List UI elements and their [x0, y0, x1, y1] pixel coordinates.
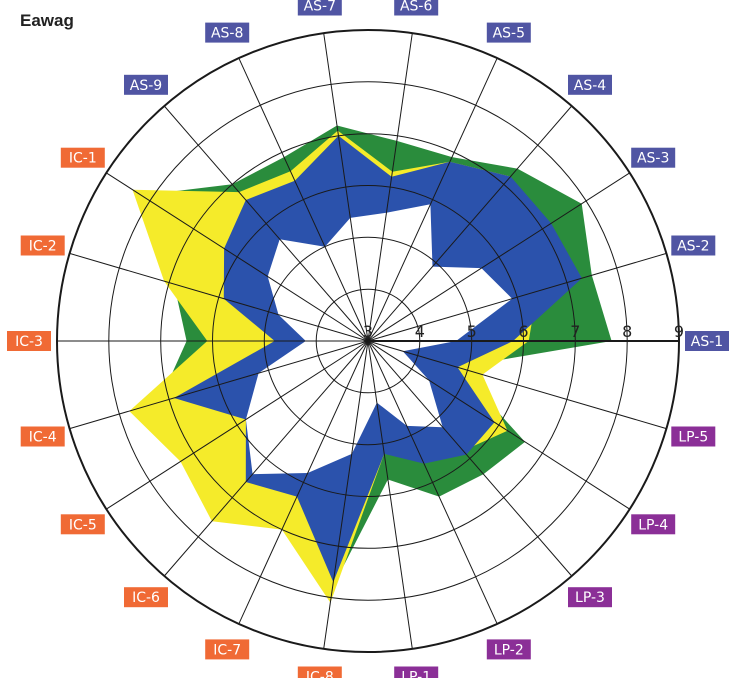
spoke-label-box	[205, 22, 250, 43]
spoke-label-text: AS-8	[211, 26, 243, 42]
spoke-label-as-1: AS-1	[685, 331, 729, 351]
grid-spoke	[163, 105, 369, 342]
grid-spoke	[69, 252, 369, 342]
spoke-label-box	[671, 426, 716, 447]
spoke-label-box	[685, 331, 729, 351]
radial-tick-label: 6	[518, 322, 528, 341]
spoke-label-box	[60, 147, 105, 168]
spoke-label-box	[205, 639, 250, 660]
series-layer	[129, 125, 612, 603]
spoke-label-box	[20, 426, 65, 447]
grid-spoke	[106, 172, 369, 342]
spoke-label-text: IC-7	[213, 642, 241, 658]
spoke-label-box	[60, 514, 105, 535]
spoke-label-ic-8: IC-8	[297, 666, 342, 678]
grid-spoke	[367, 340, 413, 649]
grid-spoke	[69, 340, 369, 430]
spoke-label-as-2: AS-2	[671, 235, 716, 256]
spoke-label-text: LP-3	[575, 590, 605, 606]
spoke-label-text: IC-5	[69, 517, 97, 533]
spoke-label-as-4: AS-4	[568, 74, 612, 95]
spoke-label-ic-4: IC-4	[20, 426, 65, 447]
grid-spoke	[367, 33, 413, 342]
spoke-label-text: IC-4	[29, 430, 57, 446]
spoke-label-ic-2: IC-2	[20, 235, 65, 256]
radial-tick-label: 8	[622, 322, 632, 341]
spoke-label-box	[631, 514, 676, 535]
spoke-label-text: IC-6	[132, 590, 160, 606]
grid-spoke	[367, 172, 630, 342]
spoke-label-box	[671, 235, 716, 256]
spoke-label-text: AS-7	[304, 0, 336, 15]
spoke-label-lp-5: LP-5	[671, 426, 716, 447]
spoke-label-as-5: AS-5	[486, 22, 531, 43]
grid-spoke	[106, 340, 369, 510]
spoke-label-text: AS-1	[691, 334, 723, 350]
grid-spoke	[367, 105, 573, 342]
grid-spoke	[163, 340, 369, 577]
spoke-label-text: AS-5	[493, 26, 525, 42]
spoke-label-as-9: AS-9	[124, 74, 168, 95]
spoke-label-text: LP-5	[678, 430, 708, 446]
spoke-label-text: IC-3	[15, 334, 43, 350]
org-label: Eawag	[20, 11, 74, 30]
grid-spoke	[367, 340, 630, 510]
grid-spoke	[367, 340, 667, 430]
spoke-label-text: AS-2	[677, 239, 709, 255]
grid-spoke	[238, 57, 369, 342]
spoke-label-text: IC-2	[29, 239, 57, 255]
grid-spoke	[367, 252, 667, 342]
spoke-label-lp-3: LP-3	[568, 587, 612, 608]
grid-spoke	[367, 340, 498, 625]
spoke-label-text: IC-1	[69, 151, 97, 167]
spoke-label-box	[297, 0, 342, 16]
grid-spoke	[323, 340, 369, 649]
spoke-label-box	[568, 587, 612, 608]
spoke-label-text: IC-8	[306, 670, 334, 678]
radial-tick-label: 4	[415, 322, 425, 341]
grid-spoke	[323, 33, 369, 342]
spoke-label-layer: AS-1 AS-2 AS-3 AS-4 AS-5 AS-6 AS-7 AS-8 AS-9 IC-1…	[7, 0, 729, 678]
grid-spoke	[367, 57, 498, 342]
spoke-label-as-7: AS-7	[297, 0, 342, 16]
radial-tick-label: 7	[570, 322, 580, 341]
spoke-label-text: AS-9	[130, 78, 162, 94]
spoke-label-lp-2: LP-2	[486, 639, 531, 660]
radial-tick-label: 3	[363, 322, 373, 341]
spoke-label-lp-4: LP-4	[631, 514, 676, 535]
spoke-label-text: AS-6	[400, 0, 433, 15]
spoke-label-box	[631, 147, 676, 168]
spoke-label-as-6: AS-6	[394, 0, 439, 16]
grid-spoke	[238, 340, 369, 625]
spoke-label-box	[394, 0, 439, 16]
spoke-label-ic-1: IC-1	[60, 147, 105, 168]
spoke-label-as-8: AS-8	[205, 22, 250, 43]
spoke-label-text: LP-2	[494, 642, 524, 658]
radial-tick-label: 9	[674, 322, 684, 341]
spoke-label-box	[20, 235, 65, 256]
spoke-label-box	[297, 666, 342, 678]
spoke-label-text: LP-4	[638, 517, 668, 533]
spoke-label-text: LP-1	[401, 670, 431, 678]
spoke-label-box	[7, 331, 51, 351]
grid-layer	[56, 29, 680, 653]
spoke-label-text: AS-4	[574, 78, 607, 94]
spoke-label-box	[394, 666, 439, 678]
spoke-label-ic-7: IC-7	[205, 639, 250, 660]
spoke-label-box	[124, 74, 168, 95]
spoke-label-lp-1: LP-1	[394, 666, 439, 678]
spoke-label-ic-5: IC-5	[60, 514, 105, 535]
tick-layer: 3 4 5 6 7 8 9	[363, 322, 684, 341]
spoke-label-box	[124, 587, 168, 608]
spoke-label-ic-6: IC-6	[124, 587, 168, 608]
spoke-label-box	[486, 22, 531, 43]
grid-spoke	[367, 340, 573, 577]
spoke-label-as-3: AS-3	[631, 147, 676, 168]
spoke-label-box	[568, 74, 612, 95]
spoke-label-box	[486, 639, 531, 660]
spoke-label-text: AS-3	[637, 151, 669, 167]
spoke-label-ic-3: IC-3	[7, 331, 51, 351]
radial-tick-label: 5	[467, 322, 477, 341]
